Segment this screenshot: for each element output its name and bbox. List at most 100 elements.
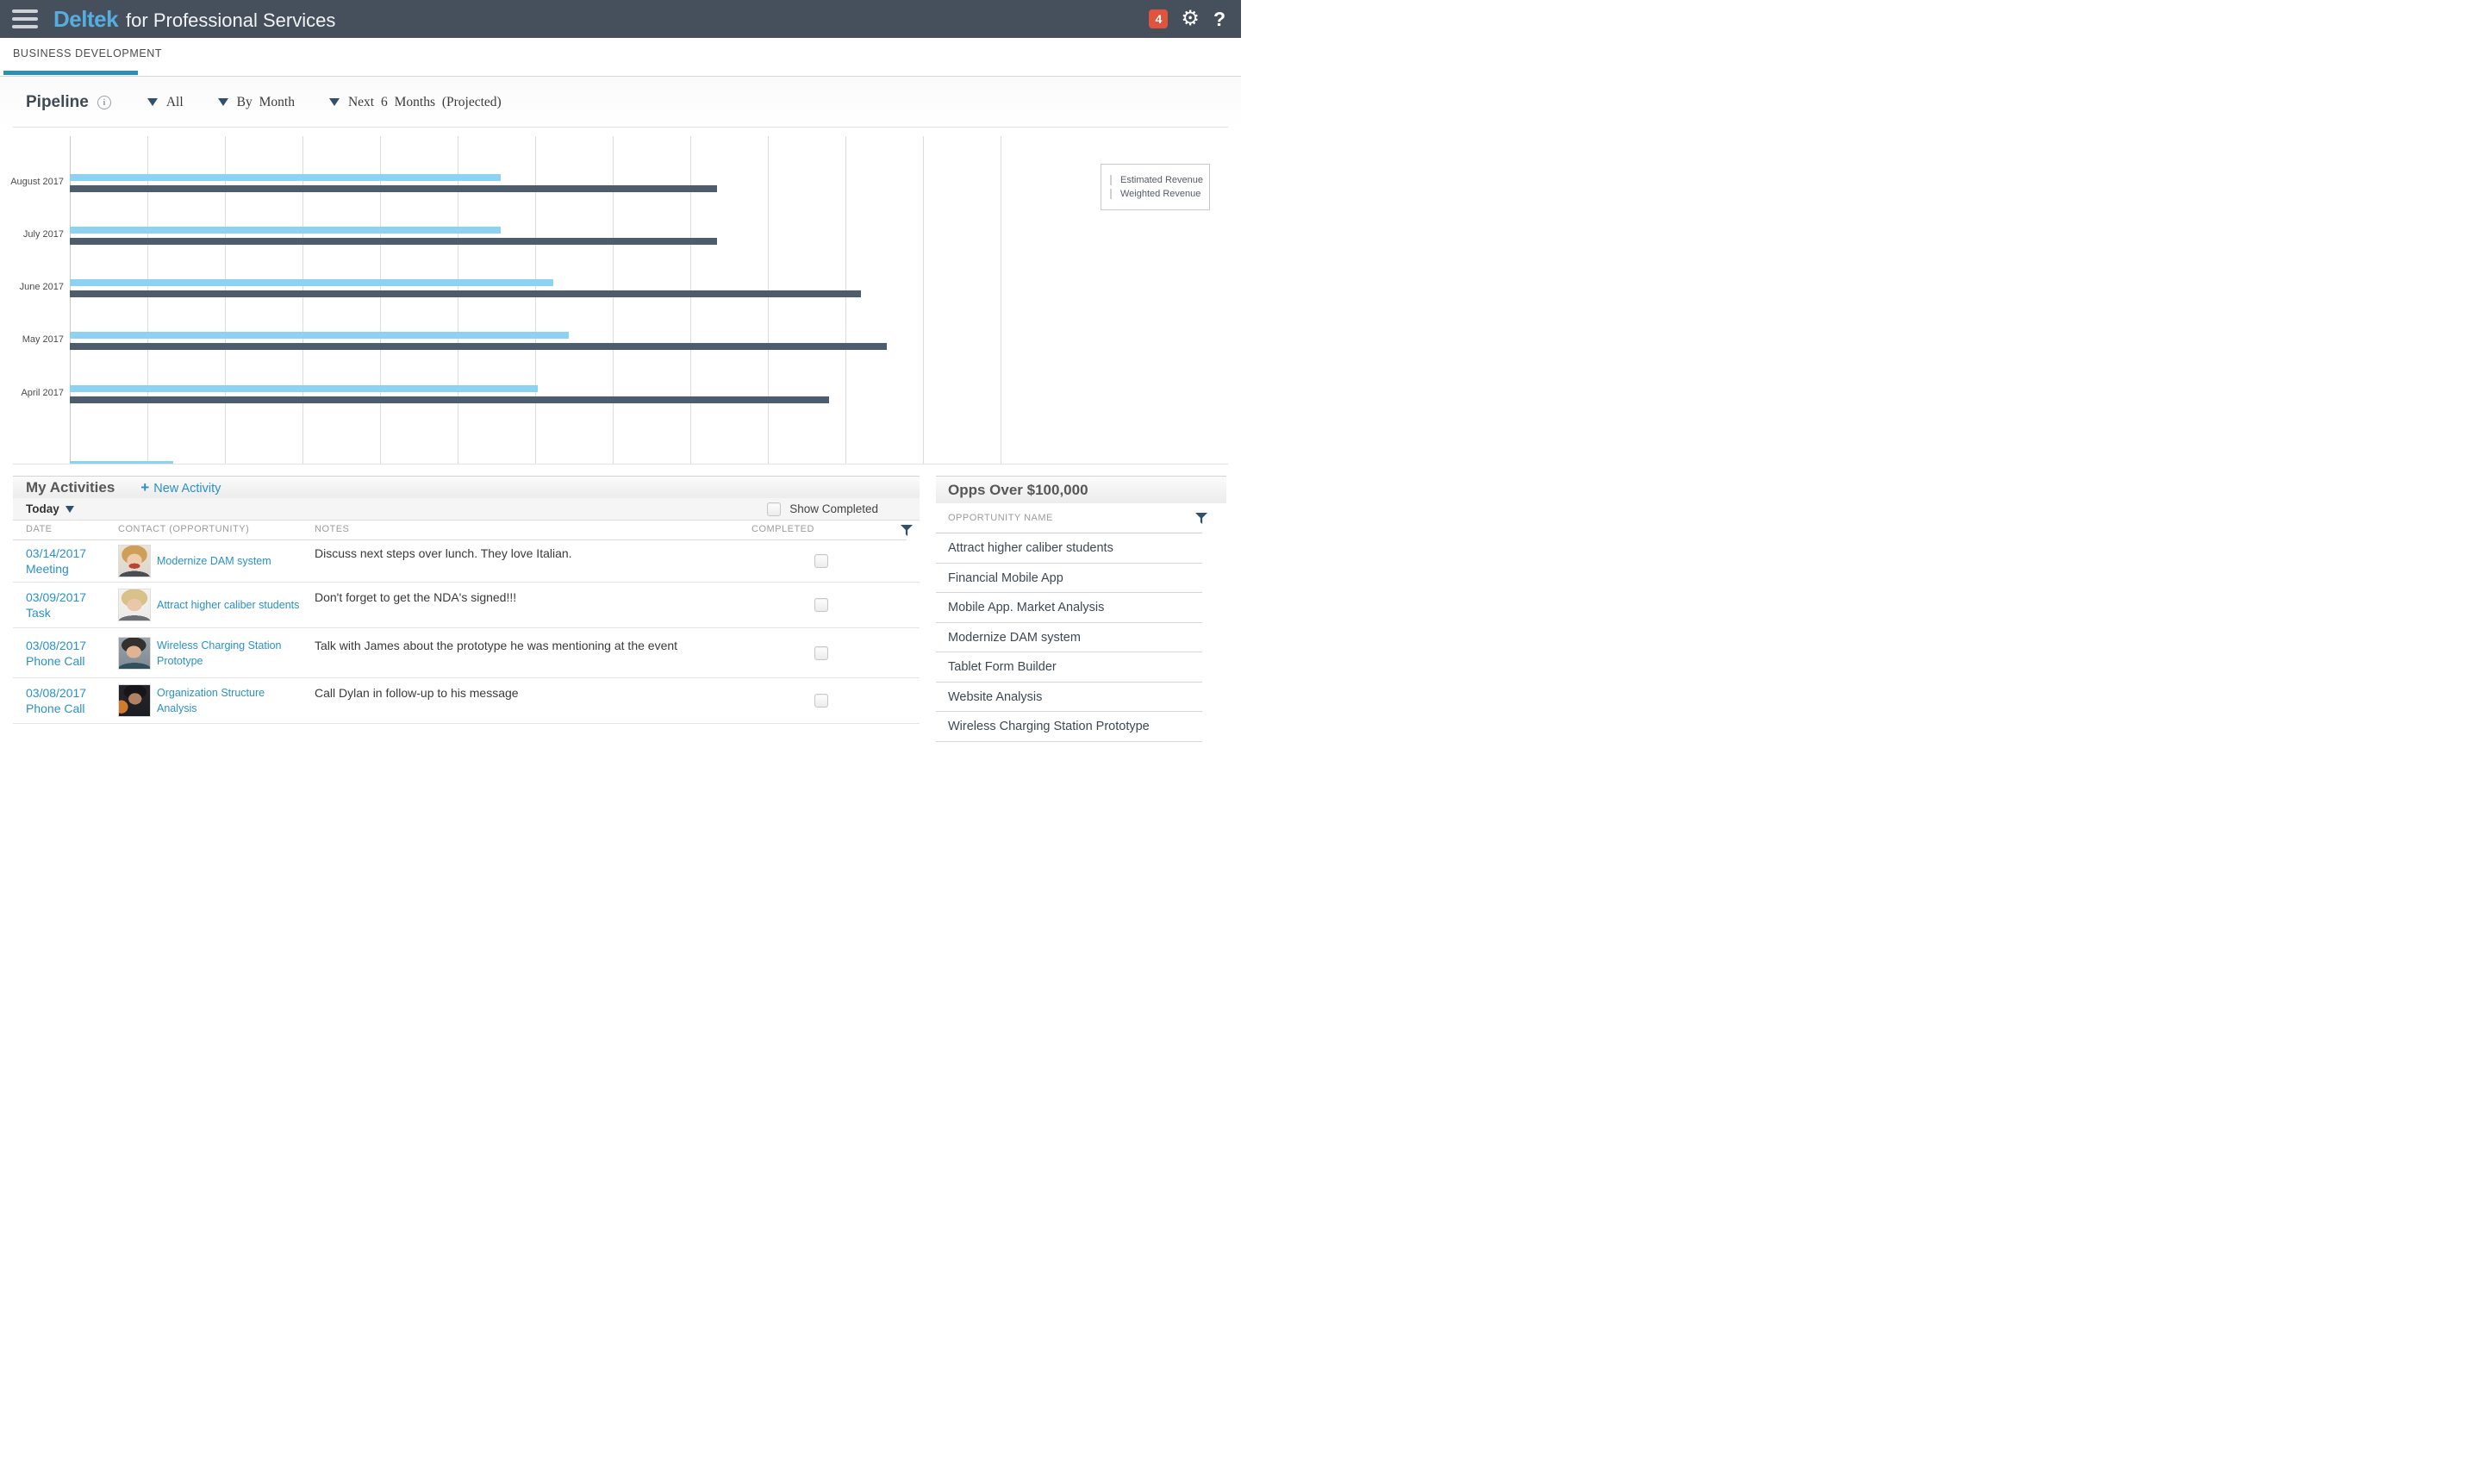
weighted-revenue-bar-partial — [70, 461, 173, 465]
app-root: Deltek for Professional Services 4 ⚙ ? B… — [0, 0, 1241, 742]
legend-item: Estimated Revenue — [1110, 175, 1203, 185]
estimated-revenue-bar — [70, 396, 830, 403]
pipeline-title: Pipeline — [26, 92, 89, 111]
activity-date-link[interactable]: 03/14/2017 Meeting — [26, 546, 87, 576]
pipeline-filter-by-month[interactable]: By Month — [217, 95, 295, 110]
tab-bar: BUSINESS DEVELOPMENT — [0, 38, 1241, 77]
chevron-down-icon — [217, 98, 228, 106]
col-header-contact: CONTACT (OPPORTUNITY) — [118, 524, 250, 534]
activity-table-row: 03/08/2017 Phone Call Wireless Charging … — [13, 628, 920, 678]
weighted-revenue-bar — [70, 173, 502, 181]
opps-titlebar: Opps Over $100,000 — [936, 476, 1226, 503]
my-activities-title: My Activities — [26, 478, 115, 496]
completed-checkbox[interactable] — [814, 554, 828, 568]
opportunity-link[interactable]: Wireless Charging Station Prototype — [157, 639, 282, 667]
app-logo: Deltek for Professional Services — [53, 6, 335, 33]
opportunity-name: Attract higher caliber students — [948, 541, 1113, 556]
activities-group-row: Today Show Completed — [13, 498, 920, 521]
activity-date-link[interactable]: 03/09/2017 Task — [26, 590, 87, 620]
legend-label: Estimated Revenue — [1120, 175, 1203, 185]
notification-badge[interactable]: 4 — [1149, 9, 1169, 28]
opportunity-list-item[interactable]: Website Analysis — [936, 683, 1226, 712]
opportunity-list-item[interactable]: Attract higher caliber students — [936, 533, 1226, 564]
show-completed-control: Show Completed — [767, 502, 878, 516]
chart-gridline — [613, 136, 614, 465]
show-completed-checkbox[interactable] — [767, 502, 782, 516]
activity-date-link[interactable]: 03/08/2017 Phone Call — [26, 686, 87, 715]
completed-checkbox[interactable] — [814, 694, 828, 708]
filter-funnel-icon[interactable] — [901, 525, 913, 536]
opportunity-list-item[interactable]: Modernize DAM system — [936, 623, 1226, 652]
contact-avatar[interactable] — [118, 545, 151, 577]
activity-table-row: 03/09/2017 Task Attract higher caliber s… — [13, 583, 920, 628]
pipeline-header-divider — [13, 127, 1228, 128]
info-icon[interactable]: i — [97, 95, 111, 109]
filter-funnel-icon[interactable] — [1195, 513, 1207, 524]
activity-note: Talk with James about the prototype he w… — [315, 638, 678, 652]
activity-date-link[interactable]: 03/08/2017 Phone Call — [26, 638, 87, 668]
legend-label: Weighted Revenue — [1120, 189, 1201, 199]
contact-avatar[interactable] — [118, 684, 151, 717]
row-divider — [936, 592, 1202, 593]
col-header-completed: COMPLETED — [751, 524, 814, 534]
active-tab-underline — [3, 71, 138, 75]
opportunity-link[interactable]: Attract higher caliber students — [157, 599, 300, 611]
legend-item: Weighted Revenue — [1110, 189, 1200, 199]
top-header-bar: Deltek for Professional Services 4 ⚙ ? — [0, 0, 1241, 38]
contact-avatar[interactable] — [118, 636, 151, 670]
legend-swatch — [1110, 189, 1112, 199]
weighted-revenue-bar — [70, 384, 539, 392]
show-completed-label: Show Completed — [789, 502, 878, 515]
contact-avatar[interactable] — [118, 589, 151, 621]
chart-gridline — [768, 136, 769, 465]
estimated-revenue-bar — [70, 343, 888, 351]
month-label: May 2017 — [22, 334, 64, 346]
opportunity-name: Tablet Form Builder — [948, 660, 1057, 675]
pipeline-filter-range[interactable]: Next 6 Months (Projected) — [328, 95, 502, 110]
today-group-label: Today — [26, 502, 59, 515]
opps-table-header: OPPORTUNITY NAME — [936, 503, 1226, 533]
completed-checkbox[interactable] — [814, 645, 828, 660]
row-divider — [936, 711, 1202, 712]
completed-checkbox[interactable] — [814, 598, 828, 612]
my-activities-panel: My Activities + New Activity Today Show … — [13, 476, 920, 724]
row-divider — [936, 740, 1202, 742]
opportunity-list-item[interactable]: Mobile App. Market Analysis — [936, 593, 1226, 623]
tab-bar-divider — [0, 76, 1241, 77]
weighted-revenue-bar — [70, 332, 569, 340]
row-divider — [936, 562, 1202, 564]
activity-table-row: 03/08/2017 Phone Call Organization Struc… — [13, 678, 920, 724]
opportunity-link[interactable]: Organization Structure Analysis — [157, 687, 265, 714]
settings-gear-icon[interactable]: ⚙ — [1181, 7, 1200, 30]
chevron-down-icon — [147, 98, 158, 106]
col-header-date: DATE — [26, 524, 53, 534]
opportunity-name: Mobile App. Market Analysis — [948, 601, 1105, 615]
col-header-opportunity-name: OPPORTUNITY NAME — [948, 513, 1053, 523]
chart-gridline — [302, 136, 303, 465]
table-header-divider — [13, 539, 907, 540]
hamburger-menu-icon[interactable] — [12, 9, 38, 28]
chart-gridline — [225, 136, 226, 465]
opps-title: Opps Over $100,000 — [948, 481, 1088, 498]
plus-icon: + — [140, 478, 150, 496]
month-label: July 2017 — [22, 228, 64, 240]
pipeline-filter-all[interactable]: All — [147, 95, 184, 110]
chart-gridline — [845, 136, 846, 465]
new-activity-button[interactable]: + New Activity — [140, 478, 221, 496]
help-question-icon[interactable]: ? — [1213, 7, 1225, 30]
opportunity-list-item[interactable]: Tablet Form Builder — [936, 652, 1226, 683]
estimated-revenue-bar — [70, 290, 861, 298]
opportunity-list-item[interactable]: Wireless Charging Station Prototype — [936, 712, 1226, 742]
month-label: June 2017 — [19, 282, 64, 293]
activity-note: Call Dylan in follow-up to his message — [315, 686, 519, 700]
month-label: August 2017 — [10, 176, 64, 187]
opportunity-name: Website Analysis — [948, 689, 1043, 704]
activities-table-header: DATE CONTACT (OPPORTUNITY) NOTES COMPLET… — [13, 521, 920, 540]
my-activities-titlebar: My Activities + New Activity — [13, 476, 920, 498]
opportunity-link[interactable]: Modernize DAM system — [157, 555, 271, 567]
tab-business-development[interactable]: BUSINESS DEVELOPMENT — [13, 47, 163, 59]
collapse-triangle-icon[interactable] — [65, 505, 74, 513]
opportunity-list-item[interactable]: Financial Mobile App — [936, 564, 1226, 593]
pipeline-bar-chart: Estimated Revenue Weighted Revenue August… — [0, 128, 1241, 465]
chart-gridline — [690, 136, 691, 465]
